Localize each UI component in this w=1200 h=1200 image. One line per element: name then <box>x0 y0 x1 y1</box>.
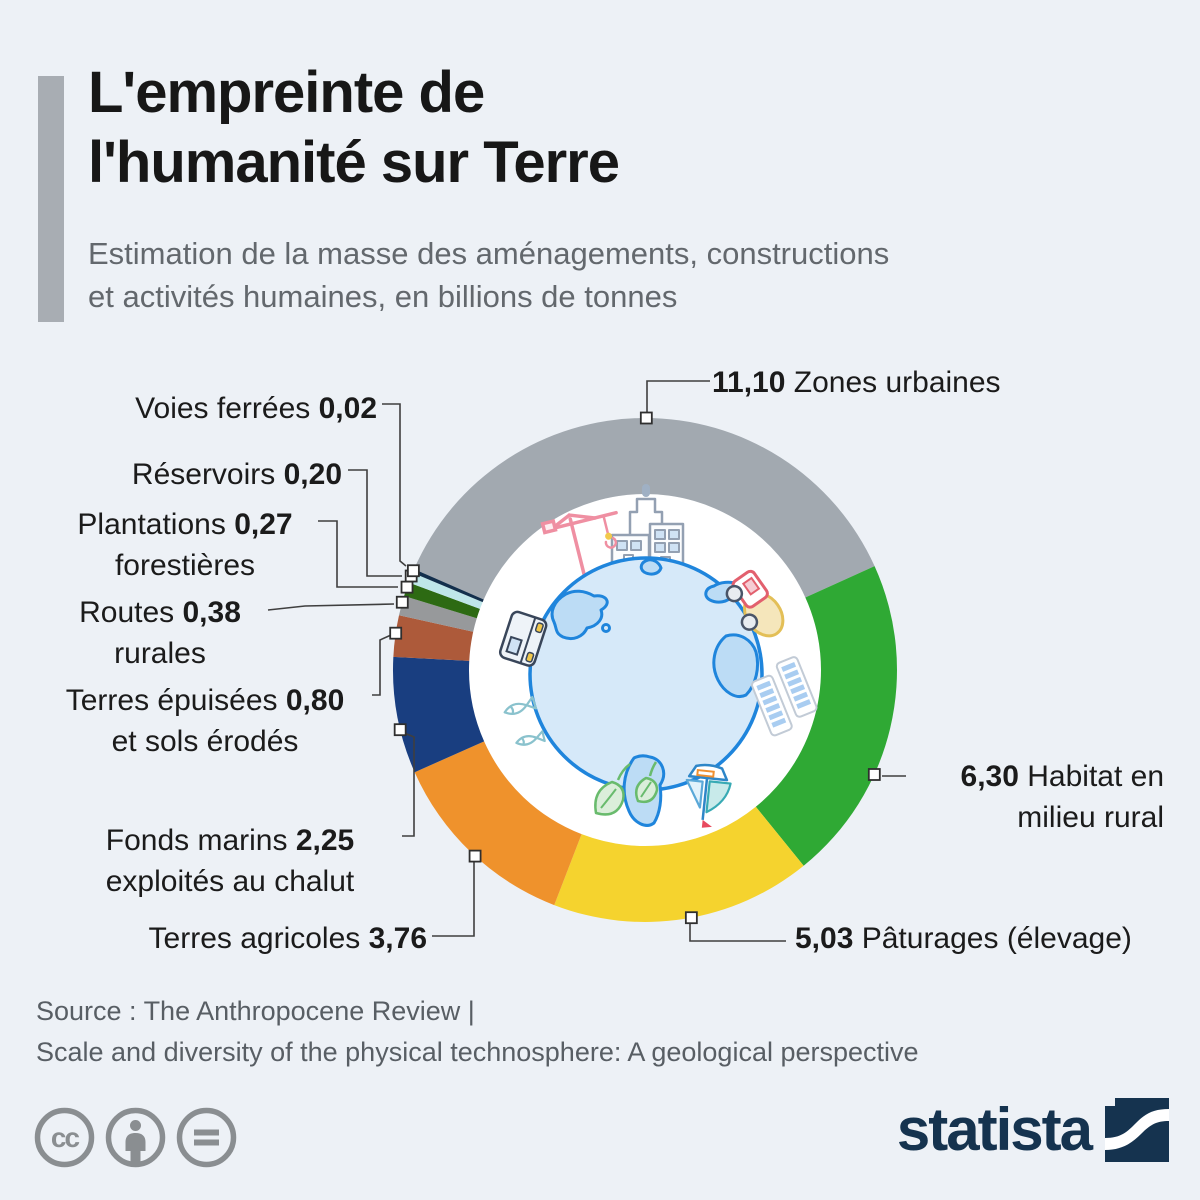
statista-logo[interactable]: statista <box>897 1098 1169 1162</box>
infographic-subtitle: Estimation de la masse des aménagements,… <box>88 233 889 319</box>
donut-segment-5 <box>393 656 485 773</box>
leader-line-7 <box>267 603 395 611</box>
callout-fonds-marins: Fonds marins 2,25 exploités au chalut <box>105 824 355 898</box>
callout-reservoirs: Réservoirs 0,20 <box>131 458 342 491</box>
callout-paturages: 5,03 Pâturages (élevage) <box>795 922 1132 955</box>
leader-line-10 <box>382 403 407 567</box>
donut-segment-7 <box>399 595 477 632</box>
callout-plantations-forestieres: Plantations 0,27 forestières <box>77 508 293 582</box>
leaves-icon <box>594 761 659 816</box>
svg-text:cc: cc <box>51 1122 80 1153</box>
donut-segment-2 <box>755 566 897 866</box>
donut-segment-4 <box>414 741 582 906</box>
leader-line-9 <box>348 469 402 577</box>
callout-routes-rurales: Routes 0,38 rurales <box>79 596 241 670</box>
callout-habitat-rural: 6,30 Habitat en milieu rural <box>960 760 1164 834</box>
leader-line-8 <box>318 520 398 588</box>
license-icons: cc <box>33 1106 238 1169</box>
segment-marker-2 <box>867 768 881 781</box>
source-note: Source : The Anthropocene Review | Scale… <box>36 991 919 1072</box>
title-accent-bar <box>38 76 64 322</box>
segment-marker-1 <box>639 411 653 425</box>
segment-marker-5 <box>393 723 407 737</box>
callout-terres-epuisees: Terres épuisées 0,80 et sols érodés <box>65 684 345 758</box>
segment-marker-7 <box>395 595 409 609</box>
solar-panels-icon <box>751 656 818 737</box>
segment-marker-10 <box>406 564 420 578</box>
segment-marker-8 <box>400 580 414 594</box>
segment-marker-3 <box>684 911 698 925</box>
no-derivatives-icon[interactable] <box>175 1106 238 1169</box>
donut-segment-3 <box>554 806 804 923</box>
infographic-title: L'empreinte de l'humanité sur Terre <box>88 58 620 197</box>
title-line-1: L'empreinte de <box>88 60 485 125</box>
subtitle-line-2: et activités humaines, en billions de to… <box>88 278 678 314</box>
donut-segment-8 <box>404 582 480 619</box>
leader-line-4 <box>432 860 475 937</box>
leader-line-5 <box>401 731 415 837</box>
donut-segment-9 <box>408 572 483 609</box>
title-line-2: l'humanité sur Terre <box>88 129 620 195</box>
sailboat-icon <box>685 763 732 828</box>
donut-segment-1 <box>414 417 875 600</box>
callout-voies-ferrees: Voies ferrées 0,02 <box>135 392 377 425</box>
earth-illustration <box>498 484 818 828</box>
dump-truck-icon <box>725 569 785 638</box>
callout-zones-urbaines: 11,10 Zones urbaines <box>712 366 1001 399</box>
subtitle-line-1: Estimation de la masse des aménagements,… <box>88 236 890 271</box>
segment-marker-4 <box>468 849 482 863</box>
fish-icon <box>503 695 546 746</box>
truck-icon <box>498 610 548 667</box>
attribution-icon[interactable] <box>104 1106 167 1169</box>
donut-segment-6 <box>393 615 474 661</box>
segment-marker-6 <box>389 626 403 640</box>
source-line-2: Scale and diversity of the physical tech… <box>36 1036 919 1067</box>
cc-icon[interactable]: cc <box>33 1106 96 1169</box>
donut-segment-10 <box>412 569 484 603</box>
statista-wordmark: statista <box>896 1096 1093 1163</box>
leader-line-1 <box>646 380 710 415</box>
callout-terres-agricoles: Terres agricoles 3,76 <box>148 922 427 955</box>
statista-logo-mark <box>1105 1098 1169 1162</box>
leader-line-6 <box>372 634 392 696</box>
source-line-1: Source : The Anthropocene Review | <box>36 996 475 1026</box>
leader-line-3 <box>689 921 786 942</box>
